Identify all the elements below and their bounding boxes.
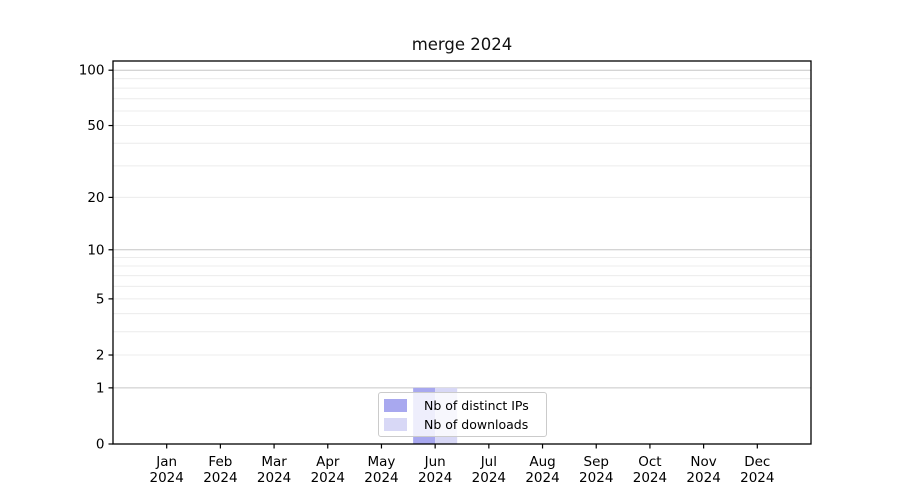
x-tick-label-month: Jan: [155, 454, 177, 470]
x-tick-label-year: 2024: [525, 470, 559, 486]
x-tick-label-year: 2024: [364, 470, 398, 486]
x-tick-label-month: May: [368, 454, 396, 470]
legend-label-downloads: Nb of downloads: [424, 416, 529, 432]
x-tick-label-year: 2024: [311, 470, 345, 486]
plot-frame: [112, 60, 812, 445]
x-tick-label-year: 2024: [418, 470, 452, 486]
y-tick-label: 1: [96, 380, 105, 396]
legend-item-distinct-ips: Nb of distinct IPs: [384, 398, 540, 413]
x-tick-label-year: 2024: [740, 470, 774, 486]
x-tick-label-month: Feb: [208, 454, 232, 470]
x-tick-label-year: 2024: [686, 470, 720, 486]
y-tick-label: 10: [87, 242, 104, 258]
x-tick-label-month: Oct: [638, 454, 661, 470]
x-tick-label-year: 2024: [257, 470, 291, 486]
x-tick-label-year: 2024: [579, 470, 613, 486]
legend-label-distinct-ips: Nb of distinct IPs: [424, 397, 529, 413]
x-tick-label-month: Sep: [584, 454, 609, 470]
x-tick-label-month: Nov: [690, 454, 716, 470]
y-tick-label: 0: [96, 437, 105, 453]
x-tick-label-month: Dec: [744, 454, 770, 470]
x-tick-label-month: Jun: [424, 454, 446, 470]
x-tick-label-month: Jul: [480, 454, 497, 470]
x-tick-label-year: 2024: [472, 470, 506, 486]
legend-swatch-distinct-ips: [384, 398, 407, 412]
y-tick-label: 100: [79, 63, 105, 79]
legend-swatch-downloads: [384, 417, 407, 431]
y-tick-label: 5: [96, 291, 105, 307]
y-tick-label: 20: [87, 190, 104, 206]
chart-legend: Nb of distinct IPs Nb of downloads: [378, 392, 547, 437]
y-tick-label: 50: [87, 118, 104, 134]
x-tick-label-month: Apr: [316, 454, 340, 470]
y-tick-label: 2: [96, 348, 105, 364]
x-tick-label-month: Mar: [261, 454, 287, 470]
x-tick-label-year: 2024: [150, 470, 184, 486]
x-tick-label-month: Aug: [529, 454, 555, 470]
x-tick-label-year: 2024: [633, 470, 667, 486]
legend-item-downloads: Nb of downloads: [384, 417, 540, 432]
chart-title: merge 2024: [411, 35, 513, 54]
x-tick-label-year: 2024: [203, 470, 237, 486]
